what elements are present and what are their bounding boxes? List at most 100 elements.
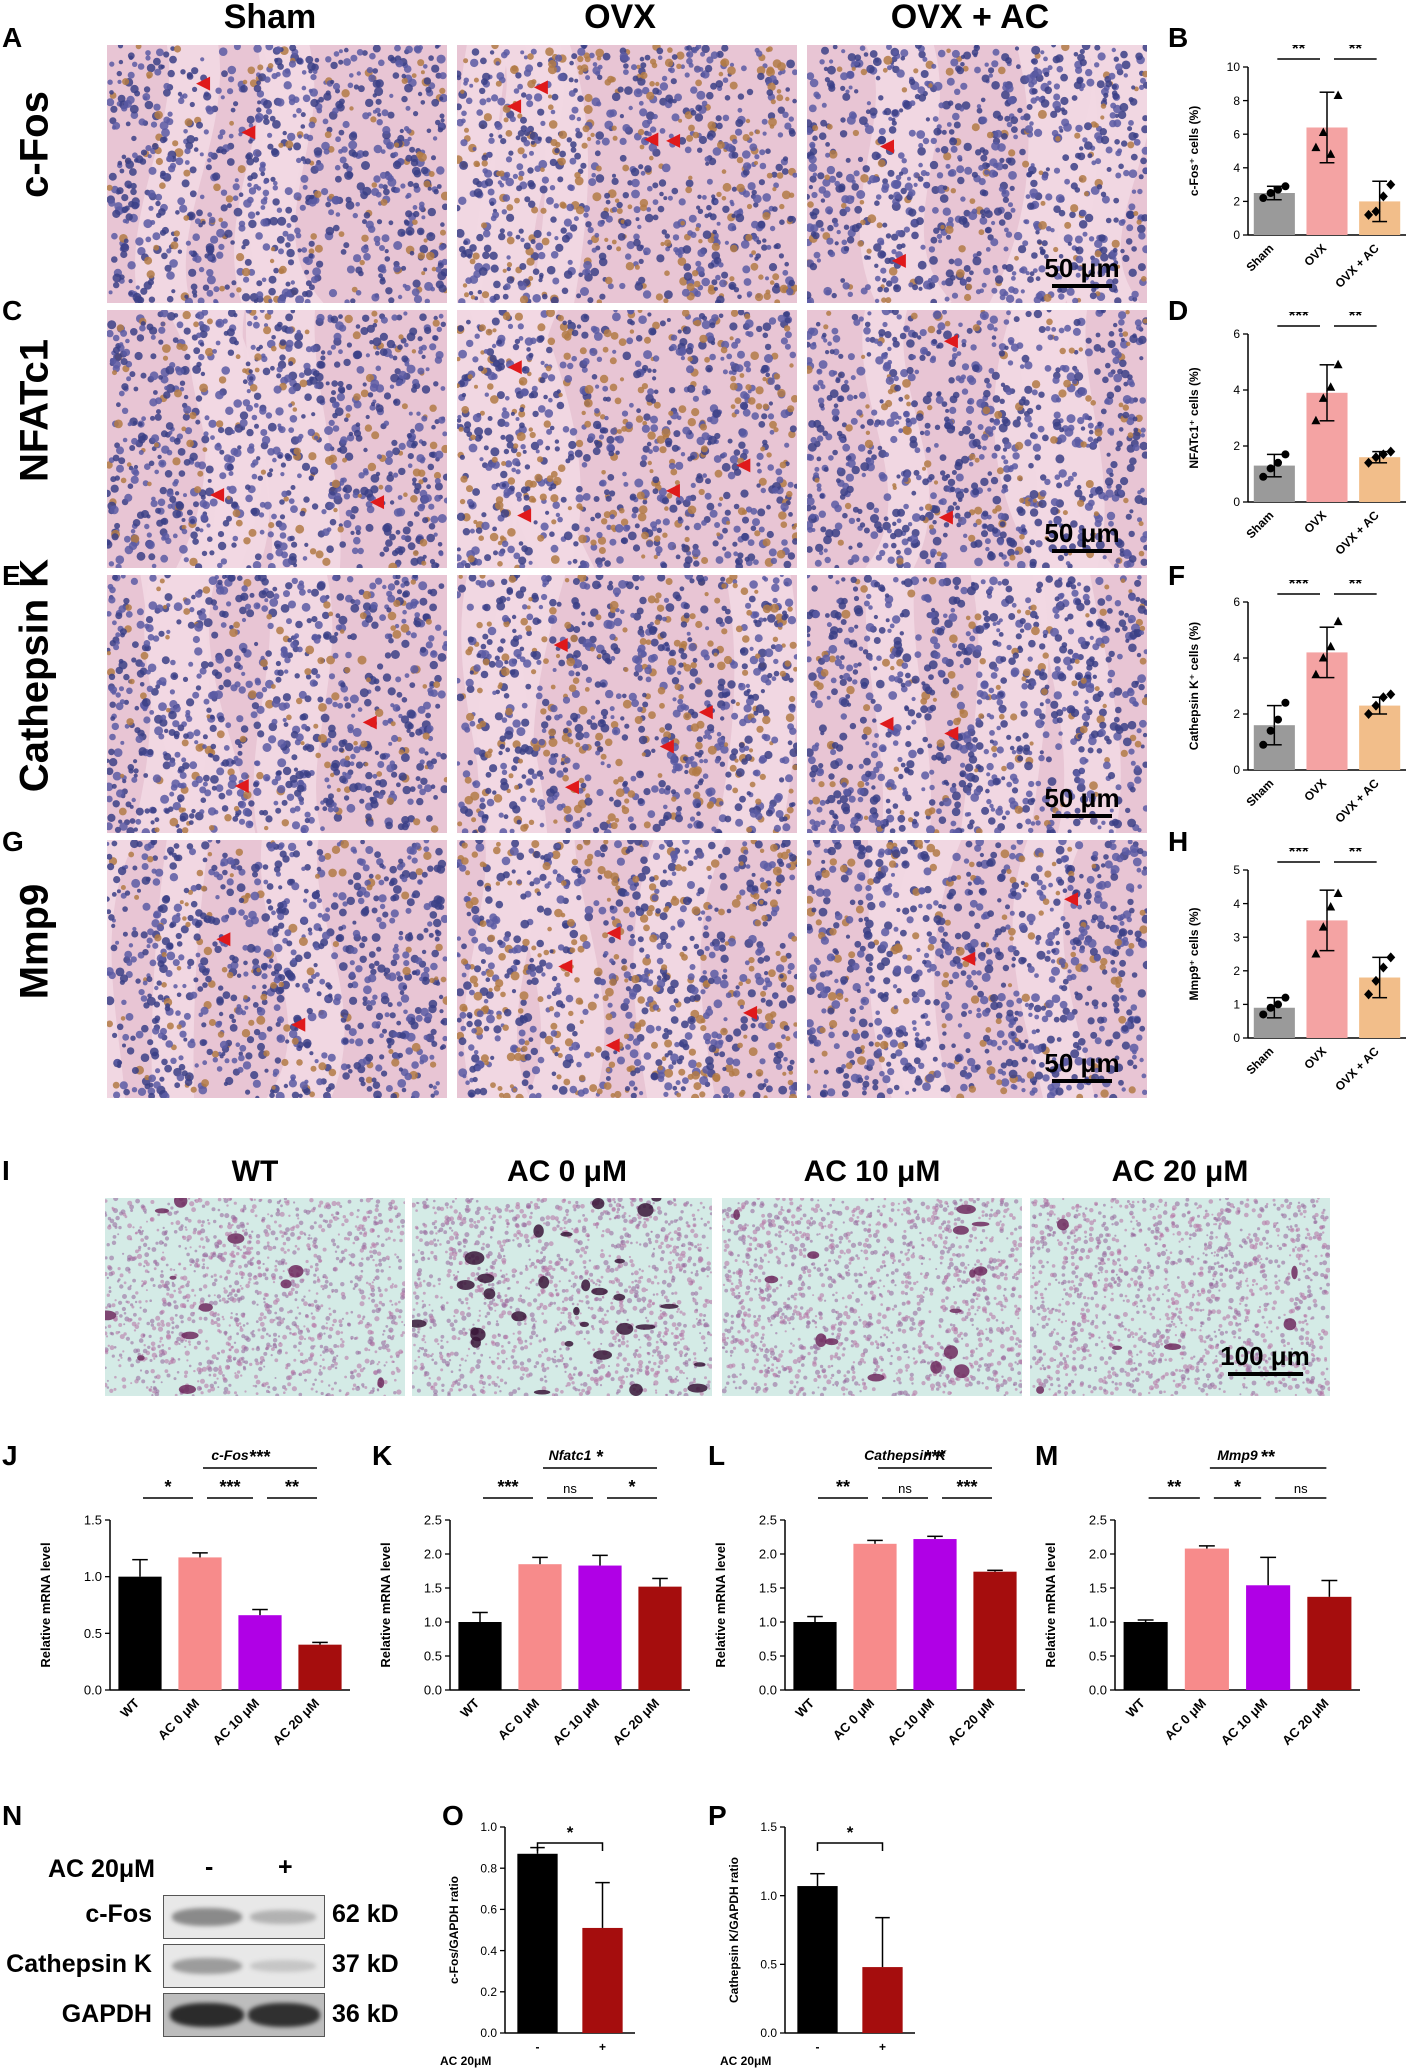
panel-letter-g: G [2, 826, 24, 857]
y-tick-label: 0.0 [760, 2026, 777, 2040]
data-point [1259, 1010, 1268, 1019]
significance-label: *** [497, 1477, 518, 1497]
ihc-row-label-cfos: c-Fos [12, 91, 57, 198]
y-tick-label: 4 [1233, 161, 1240, 175]
data-point [1259, 740, 1268, 749]
panel-letter-n: N [2, 1800, 23, 1831]
western-size-cathepsin-k: 37 kD [332, 1950, 399, 1978]
ihc-image-cathepsin-k-ovx-ac [807, 575, 1147, 833]
data-point [1386, 689, 1396, 700]
bar-3 [638, 1586, 682, 1690]
y-tick-label: 1.0 [84, 1569, 102, 1584]
data-point [1318, 653, 1328, 662]
data-point [1281, 993, 1290, 1002]
bar-2 [1359, 705, 1401, 770]
chart-j-cfos-mrna: c-Fos Relative mRNA level 0.0 0.5 1.0 1.5 WT AC… [38, 1447, 350, 1748]
category-label-3: AC 20 μM [610, 1696, 663, 1749]
y-axis-label: Relative mRNA level [38, 1542, 53, 1667]
chart-title: Mmp9 [1217, 1447, 1258, 1463]
red-arrowhead-icon [553, 637, 568, 652]
category-label-1: + [599, 2040, 606, 2054]
ihc-image-mmp9-ovx-ac [807, 840, 1147, 1098]
bar-0 [458, 1622, 502, 1690]
data-point [1318, 127, 1328, 137]
band-cfos-plus [250, 1910, 316, 1924]
red-arrowhead-icon [241, 125, 256, 140]
ihc-image-cfos-ovx [457, 45, 797, 303]
data-point [1378, 692, 1388, 703]
red-arrowhead-icon [370, 495, 385, 510]
y-tick-label: 0.4 [480, 1944, 497, 1958]
y-tick-label: 0.5 [760, 1958, 777, 1972]
category-label-0: Sham [1243, 241, 1276, 274]
chart-b-cfos-cells: c-Fos⁺ cells (%) 0 2 4 6 8 10 Sham OVX OVX + AC **… [1187, 45, 1406, 291]
category-label-0: - [536, 2040, 540, 2054]
red-arrowhead-icon [891, 253, 906, 268]
red-arrowhead-icon [743, 1005, 758, 1020]
western-blot-gapdh [163, 1993, 325, 2037]
y-tick-label: 0 [1233, 1031, 1240, 1045]
y-axis-label: Relative mRNA level [378, 1542, 393, 1667]
y-axis-label: c-Fos/GAPDH ratio [447, 1876, 461, 1984]
chart-o-cfos-gapdh-ratio: c-Fos/GAPDH ratio 0.0 0.2 0.4 0.6 0.8 1.0 - + * AC… [440, 1820, 635, 2068]
panel-letter-b: B [1168, 22, 1189, 53]
data-point [1326, 382, 1336, 391]
western-protein-cathepsin-k: Cathepsin K [6, 1950, 152, 1978]
data-point [1311, 949, 1321, 958]
y-tick-label: 0 [1233, 763, 1240, 777]
red-arrowhead-icon [362, 715, 377, 730]
western-protein-gapdh: GAPDH [61, 2000, 152, 2028]
significance-label: ns [898, 1481, 912, 1496]
significance-label: * [847, 1823, 854, 1842]
significance-label: ** [836, 1477, 850, 1497]
ihc-column-header-ovx-ac: OVX + AC [890, 0, 1050, 36]
red-arrowhead-icon [196, 76, 211, 91]
scale-bar-label: 50 μm [1044, 783, 1120, 813]
data-point [1311, 142, 1321, 152]
y-tick-label: 1.0 [480, 1820, 497, 1834]
ihc-scale-bar-cathepsin-k: 50 μm [1037, 783, 1127, 818]
red-arrowhead-icon [938, 510, 953, 525]
y-tick-label: 6 [1233, 327, 1240, 341]
category-label-1: OVX [1301, 508, 1329, 536]
scale-bar-line [1052, 1079, 1112, 1083]
red-arrowhead-icon [659, 739, 674, 754]
y-tick-label: 1.0 [760, 1889, 777, 1903]
y-tick-label: 2.0 [424, 1547, 442, 1562]
western-size-gapdh: 36 kD [332, 2000, 399, 2028]
data-point [1259, 194, 1268, 203]
bar-1 [518, 1564, 562, 1690]
western-blot-cfos [163, 1895, 325, 1939]
scale-bar-line [1052, 814, 1112, 818]
data-point [1274, 1000, 1283, 1009]
y-axis-label: c-Fos⁺ cells (%) [1187, 106, 1201, 196]
y-tick-label: 6 [1233, 595, 1240, 609]
category-label-0: Sham [1243, 776, 1276, 809]
ihc-scale-bar-cfos: 50 μm [1037, 253, 1127, 288]
y-tick-label: 10 [1227, 60, 1241, 74]
category-label-2: AC 10 μM [550, 1696, 603, 1749]
significance-label: ** [1349, 848, 1363, 861]
y-tick-label: 2 [1233, 964, 1240, 978]
band-cathepsin-plus [250, 1960, 316, 1972]
western-blot-cathepsin-k [163, 1944, 325, 1988]
y-tick-label: 8 [1233, 94, 1240, 108]
y-axis-label: Mmp9⁺ cells (%) [1187, 907, 1201, 1000]
data-point [1364, 209, 1374, 220]
red-arrowhead-icon [879, 716, 894, 731]
y-tick-label: 4 [1233, 897, 1240, 911]
trap-column-header-wt: WT [231, 1155, 279, 1188]
data-point [1333, 616, 1343, 626]
y-tick-label: 2.5 [1089, 1513, 1107, 1528]
y-tick-label: 1.5 [760, 1820, 777, 1834]
data-point [1386, 446, 1396, 457]
ihc-image-mmp9-ovx [457, 840, 797, 1098]
y-tick-label: 0.0 [480, 2026, 497, 2040]
red-arrowhead-icon [210, 488, 225, 503]
significance-label: ** [1261, 1447, 1275, 1467]
significance-label: *** [1289, 580, 1309, 593]
scale-bar-label: 50 μm [1044, 518, 1120, 548]
y-tick-label: 0.0 [84, 1683, 102, 1698]
red-arrowhead-icon [558, 959, 573, 974]
chart-k-nfatc1-mrna: Nfatc1 Relative mRNA level 0.0 0.5 1.0 1.5 2.0… [378, 1447, 690, 1749]
